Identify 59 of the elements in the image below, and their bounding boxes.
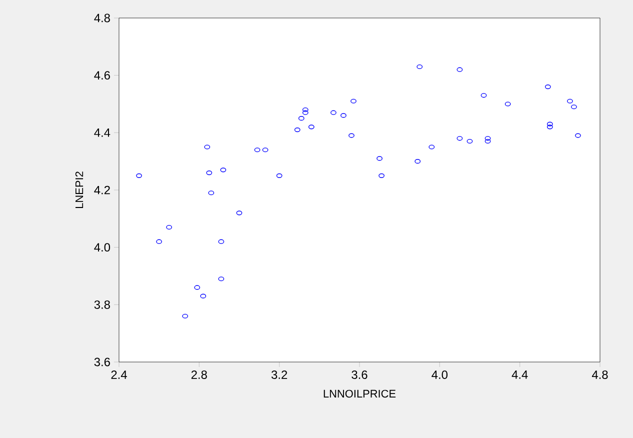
point bbox=[302, 110, 308, 115]
point bbox=[218, 276, 224, 282]
point bbox=[262, 148, 268, 152]
point bbox=[546, 122, 553, 126]
point bbox=[136, 173, 142, 178]
y-tick-label: 3.8 bbox=[94, 300, 110, 309]
point bbox=[340, 113, 346, 118]
point bbox=[456, 67, 463, 72]
point bbox=[330, 110, 336, 115]
point bbox=[567, 98, 573, 104]
point bbox=[575, 133, 581, 138]
point bbox=[302, 107, 308, 112]
x-tick-label: 2.8 bbox=[191, 370, 207, 379]
point bbox=[220, 168, 226, 172]
point bbox=[376, 156, 382, 161]
point bbox=[571, 104, 577, 110]
y-tick-label: 4.8 bbox=[94, 14, 110, 22]
point bbox=[200, 294, 206, 298]
x-tick-label: 4.4 bbox=[512, 370, 528, 379]
point bbox=[182, 314, 188, 318]
y-tick-label: 4.4 bbox=[94, 128, 110, 137]
point bbox=[484, 136, 491, 141]
point bbox=[254, 148, 260, 152]
point bbox=[218, 239, 224, 244]
point bbox=[348, 133, 354, 138]
point bbox=[484, 138, 491, 144]
point bbox=[480, 93, 487, 98]
point bbox=[546, 124, 553, 130]
point bbox=[544, 84, 551, 90]
point bbox=[308, 124, 314, 130]
point bbox=[204, 144, 210, 150]
point bbox=[416, 64, 423, 70]
y-tick-label: 4.6 bbox=[94, 71, 110, 80]
point bbox=[456, 136, 463, 141]
point bbox=[466, 138, 473, 144]
point bbox=[276, 173, 282, 178]
point bbox=[236, 210, 242, 216]
point bbox=[294, 128, 300, 132]
point bbox=[208, 190, 214, 196]
point bbox=[414, 159, 421, 164]
x-axis-title: LNNOILPRICE bbox=[324, 390, 396, 398]
point bbox=[298, 116, 304, 121]
point bbox=[206, 170, 212, 176]
point bbox=[504, 102, 511, 106]
point bbox=[194, 285, 200, 290]
y-tick-label: 3.6 bbox=[94, 358, 110, 366]
point bbox=[156, 239, 162, 244]
x-tick-label: 2.4 bbox=[111, 370, 127, 379]
point bbox=[166, 224, 172, 230]
x-tick-label: 3.2 bbox=[271, 370, 288, 379]
point bbox=[378, 173, 384, 178]
x-tick-label: 4.0 bbox=[432, 370, 448, 379]
point bbox=[428, 144, 435, 150]
x-tick-label: 3.6 bbox=[352, 370, 368, 379]
y-axis-title: LNEPI2 bbox=[75, 172, 84, 208]
x-tick-label: 4.8 bbox=[592, 370, 608, 379]
y-tick-label: 4.0 bbox=[94, 243, 110, 252]
y-tick-label: 4.2 bbox=[94, 186, 110, 194]
point bbox=[350, 98, 356, 104]
